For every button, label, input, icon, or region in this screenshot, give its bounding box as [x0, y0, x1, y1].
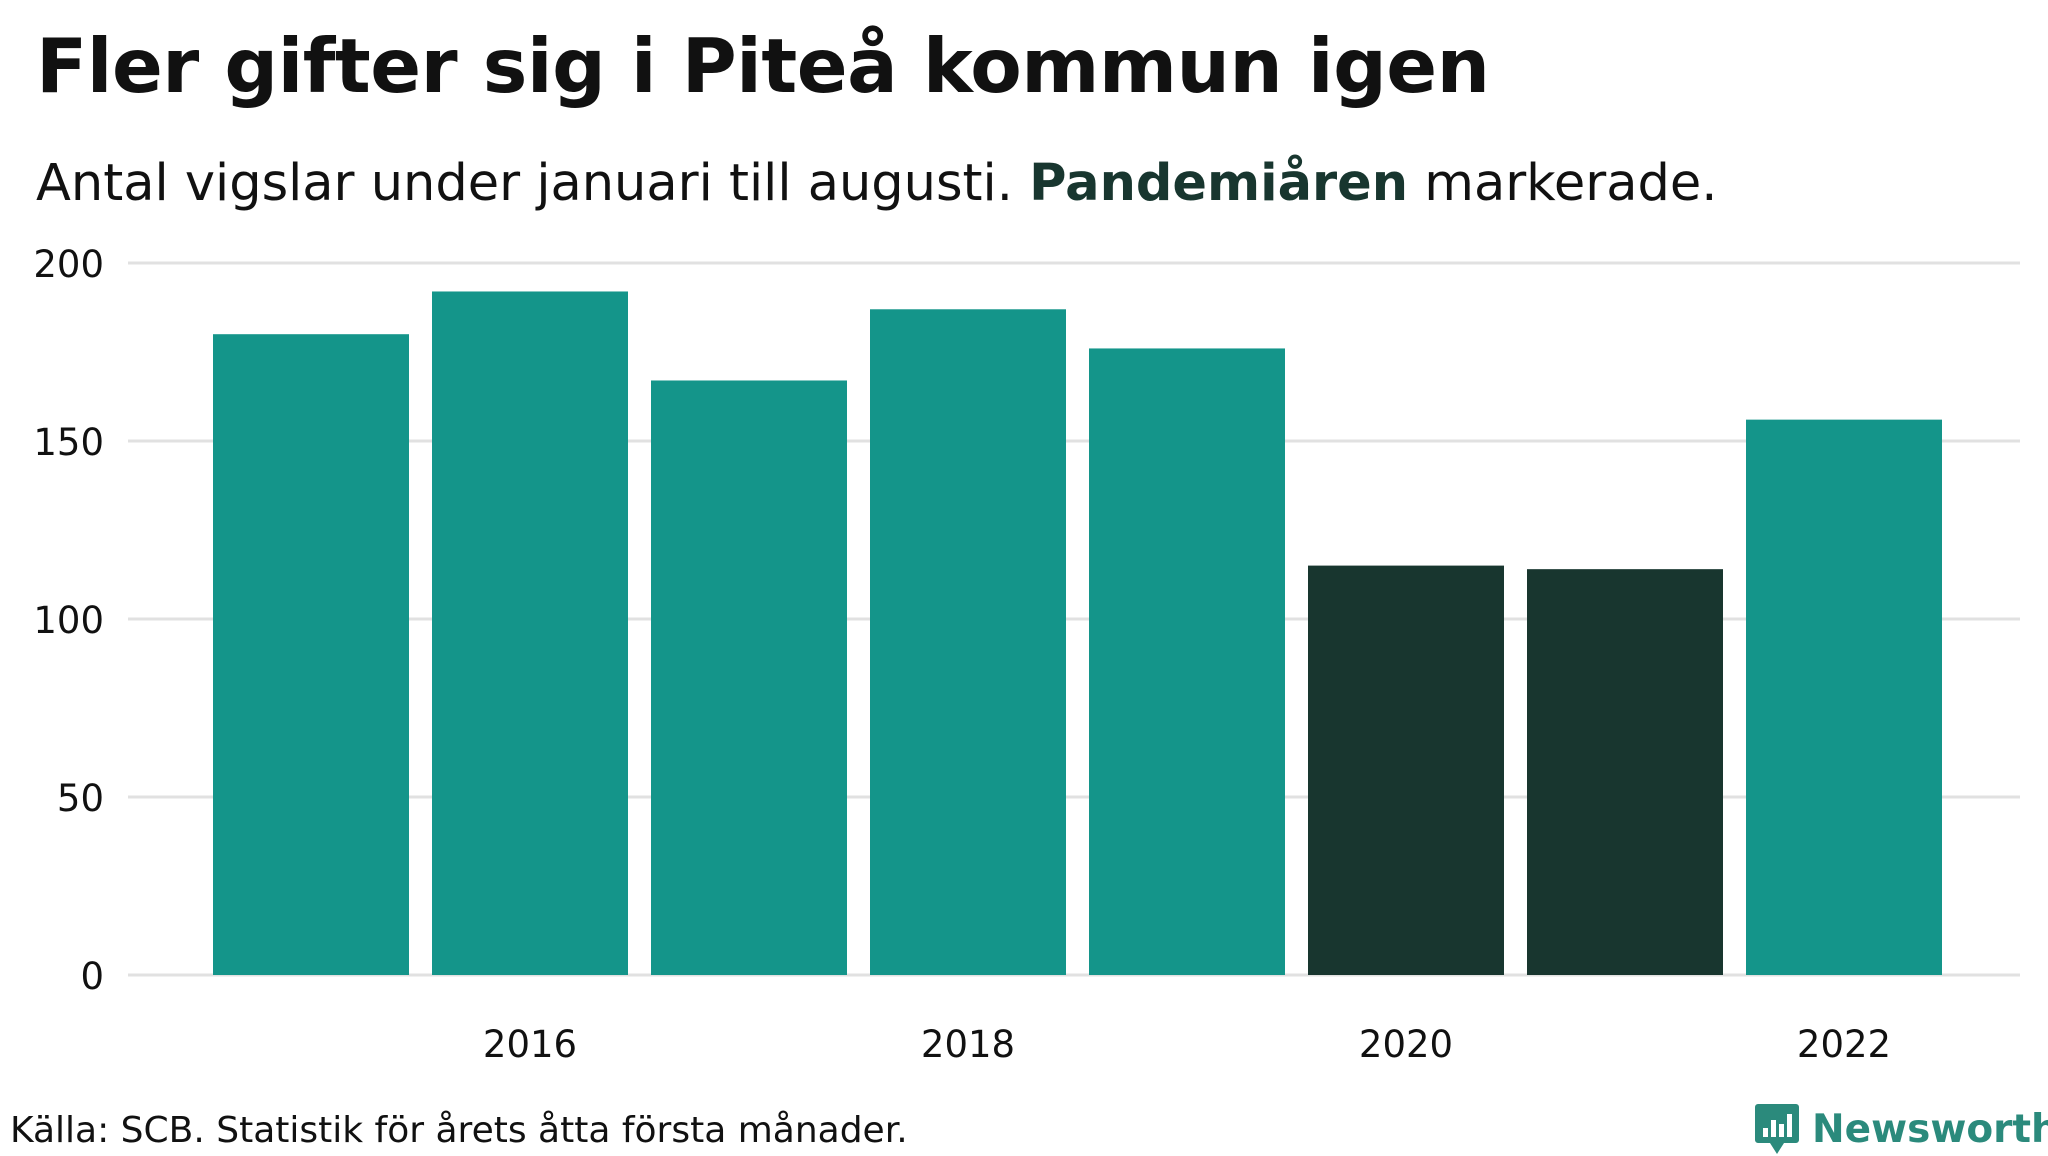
bar-2019	[1089, 348, 1285, 975]
newsworthy-logo: Newsworthy	[1754, 1102, 2048, 1156]
brand-name: Newsworthy	[1812, 1106, 2048, 1152]
x-axis-labels: 2016 2018 2020 2022	[483, 1023, 1891, 1066]
y-tick-label: 100	[33, 599, 104, 642]
bar-2020	[1308, 565, 1504, 975]
chart-title: Fler gifter sig i Piteå kommun igen	[36, 22, 1490, 110]
x-tick-label: 2016	[483, 1023, 577, 1066]
bar-2017	[651, 380, 847, 976]
bar-chart-badge-icon	[1755, 1104, 1799, 1154]
y-tick-label: 150	[33, 421, 104, 464]
subtitle-highlight: Pandemiåren	[1029, 154, 1409, 213]
bar-2016	[432, 291, 628, 976]
x-tick-label: 2020	[1359, 1023, 1453, 1066]
bar-2018	[870, 309, 1066, 975]
subtitle-text-end: markerade.	[1408, 154, 1718, 213]
bar-chart: 0 50 100 150 200 2016 2018 2020 2022	[33, 243, 2020, 1066]
bar-2022	[1746, 419, 1942, 975]
y-tick-label: 0	[80, 955, 104, 998]
bar-2015	[213, 334, 409, 975]
chart-subtitle: Antal vigslar under januari till augusti…	[36, 154, 1717, 213]
bar-2021	[1527, 569, 1723, 975]
x-tick-label: 2022	[1797, 1023, 1891, 1066]
source-note: Källa: SCB. Statistik för årets åtta för…	[10, 1110, 908, 1151]
bars	[213, 291, 1942, 976]
x-tick-label: 2018	[921, 1023, 1015, 1066]
y-tick-label: 50	[57, 777, 104, 820]
y-axis-labels: 0 50 100 150 200	[33, 243, 104, 998]
y-tick-label: 200	[33, 243, 104, 286]
subtitle-text: Antal vigslar under januari till augusti…	[36, 154, 1030, 213]
gridlines	[128, 261, 2020, 977]
